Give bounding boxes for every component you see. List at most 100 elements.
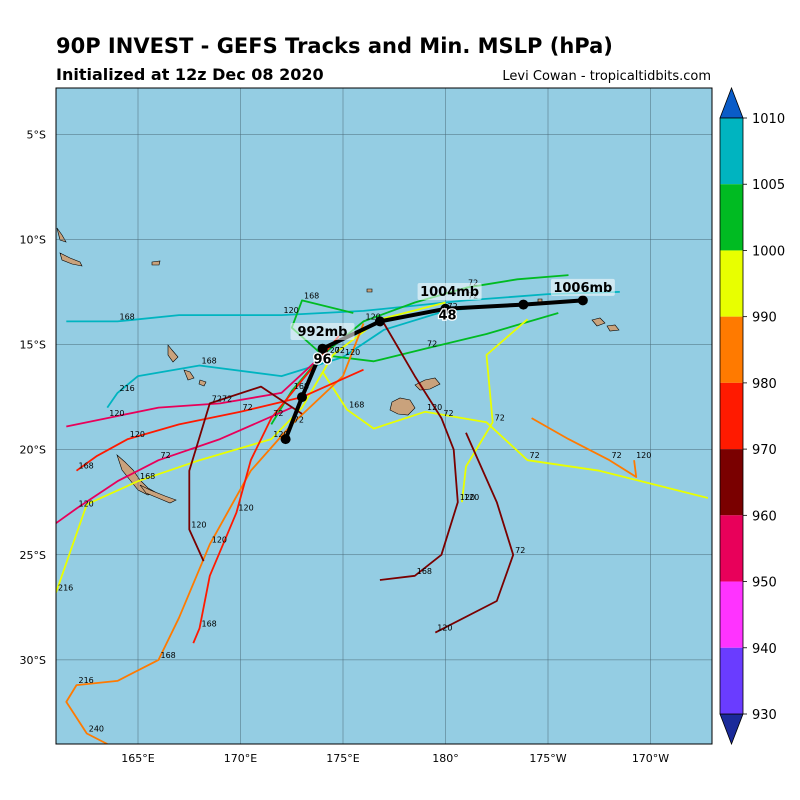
forecast-hour-label: 120 xyxy=(284,306,299,315)
forecast-hour-label: 120 xyxy=(636,451,651,460)
latitude-tick-label: 5°S xyxy=(27,128,46,141)
colorbar-tick-label: 1010 xyxy=(752,112,785,127)
forecast-hour-label: 72 xyxy=(515,546,525,555)
ocean-background xyxy=(56,88,712,744)
espiritu-santo-island xyxy=(167,344,179,363)
ensemble-mean-track: 48 96 xyxy=(280,295,588,445)
forecast-hour-label: 72 xyxy=(294,415,304,424)
latitude-tick-labels: 5°S 10°S 15°S 20°S 25°S 30°S xyxy=(20,128,46,667)
latitude-tick-label: 25°S xyxy=(20,549,46,562)
colorbar-tick-label: 1005 xyxy=(752,178,785,193)
solomon-island-2 xyxy=(56,227,67,243)
latitude-tick-label: 20°S xyxy=(20,444,46,457)
forecast-hour-label: 120 xyxy=(191,521,206,530)
forecast-hour-label: 168 xyxy=(79,462,94,471)
colorbar-tick-label: 1000 xyxy=(752,244,785,259)
latitude-tick-label: 30°S xyxy=(20,654,46,667)
credit-text: Levi Cowan - tropicaltidbits.com xyxy=(502,69,711,84)
colorbar-band xyxy=(720,581,743,648)
forecast-hour-label: 120 xyxy=(79,500,94,509)
colorbar-extend-top xyxy=(719,86,744,119)
colorbar-tick-label: 960 xyxy=(752,509,777,524)
forecast-hour-label: 216 xyxy=(58,584,73,593)
ensemble-track-line xyxy=(56,301,446,593)
forecast-hour-label: 168 xyxy=(304,291,319,300)
fiji-viti-levu-island xyxy=(389,397,416,416)
longitude-tick-label: 180° xyxy=(432,752,459,765)
minimum-pressure-label-bg xyxy=(417,283,482,301)
forecast-hour-label: 120 xyxy=(427,403,442,412)
ensemble-track-line xyxy=(65,323,365,744)
mean-track-marker xyxy=(577,295,588,306)
forecast-hour-label: 120 xyxy=(325,346,340,355)
small-island-a xyxy=(151,260,161,266)
colorbar-frame xyxy=(719,117,744,715)
page-title: 90P INVEST - GEFS Tracks and Min. MSLP (… xyxy=(56,34,613,58)
ensemble-track-line xyxy=(56,406,293,524)
minimum-pressure-label: 1006mb xyxy=(553,281,612,296)
ensemble-track-line xyxy=(66,354,324,428)
longitude-tick-label: 170°E xyxy=(224,752,257,765)
forecast-hour-label: 240 xyxy=(89,724,104,733)
forecast-hour-label: 72 xyxy=(161,451,171,460)
ensemble-track-line xyxy=(434,432,515,634)
ensemble-track-line xyxy=(531,417,638,478)
pressure-colorbar: 1010 1005 1000 990 980 970 960 950 940 930 xyxy=(719,86,785,746)
forecast-hour-label: 120 xyxy=(345,348,360,357)
map-frame xyxy=(55,87,713,745)
colorbar-band xyxy=(720,382,743,450)
colorbar-tick-label: 970 xyxy=(752,443,777,458)
forecast-hour-label: 120 xyxy=(238,504,253,513)
mean-track-marker xyxy=(317,343,328,354)
forecast-hour-label: 72 xyxy=(530,451,540,460)
colorbar-tick-label: 990 xyxy=(752,311,777,326)
loyalty-island xyxy=(183,369,195,381)
solomon-island xyxy=(59,252,83,267)
longitude-tick-label: 175°E xyxy=(326,752,359,765)
forecast-hour-label: 120 xyxy=(437,624,452,633)
colorbar-band xyxy=(720,316,743,383)
mean-track-marker xyxy=(440,303,451,314)
forecast-hour-label: 120 xyxy=(464,493,479,502)
forecast-hour-label: 168 xyxy=(294,382,309,391)
forecast-hour-label: 72 xyxy=(495,413,505,422)
forecast-hour-label: 216 xyxy=(120,384,135,393)
colorbar-band xyxy=(720,515,743,582)
forecast-hour-label: 72 xyxy=(443,409,453,418)
forecast-hour-label: 168 xyxy=(202,357,217,366)
forecast-hour-label: 72 xyxy=(243,403,253,412)
colorbar-band xyxy=(720,118,743,185)
new-caledonia-island xyxy=(139,484,177,504)
forecast-hour-label: 72 xyxy=(222,394,232,403)
forecast-hour-label: 72 xyxy=(427,340,437,349)
ensemble-track-line xyxy=(270,274,569,425)
latitude-tick-label: 10°S xyxy=(20,233,46,246)
longitude-tick-label: 165°E xyxy=(121,752,154,765)
minimum-pressure-label: 1004mb xyxy=(420,285,479,300)
forecast-hour-label: 120 xyxy=(130,430,145,439)
longitude-tick-labels: 165°E 170°E 175°E 180° 175°W 170°W xyxy=(121,752,669,765)
samoa-island xyxy=(591,317,606,327)
forecast-hour-label: 216 xyxy=(79,676,94,685)
forecast-hour-label: 168 xyxy=(161,651,176,660)
minimum-pressure-label-bg xyxy=(290,323,355,340)
minimum-pressure-label-bg xyxy=(550,278,615,296)
forecast-hour-label: 72 xyxy=(612,451,622,460)
forecast-hour-label: 168 xyxy=(202,619,217,628)
colorbar-band xyxy=(720,647,743,714)
colorbar-band xyxy=(720,449,743,516)
colorbar-extend-bottom xyxy=(719,713,744,746)
mean-track-marker xyxy=(297,392,307,403)
ensemble-track-line xyxy=(66,291,620,323)
colorbar-tick-label: 930 xyxy=(752,708,777,723)
forecast-hour-label: 168 xyxy=(140,472,155,481)
ensemble-track-line xyxy=(379,323,459,581)
forecast-hour-label: 168 xyxy=(417,567,432,576)
forecast-hour-label: 72 xyxy=(448,302,458,311)
colorbar-band xyxy=(720,250,743,317)
minimum-pressure-labels: 1004mb 1006mb 992mb xyxy=(290,278,615,340)
mean-track-hour-label: 48 xyxy=(439,308,457,323)
rotuma-island xyxy=(366,288,373,293)
latitude-tick-label: 15°S xyxy=(20,339,46,352)
